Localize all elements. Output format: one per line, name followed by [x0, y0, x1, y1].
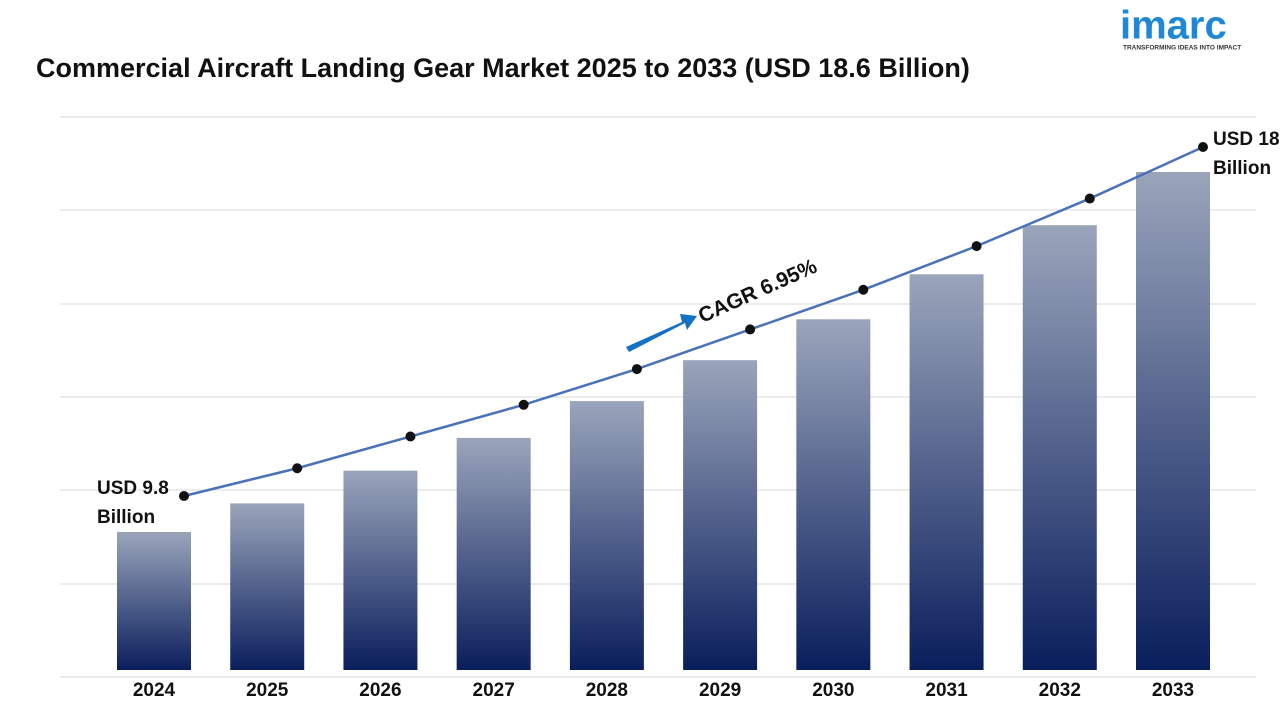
marker [631, 364, 642, 375]
bar [230, 503, 305, 670]
x-tick-label: 2027 [473, 680, 515, 701]
x-tick-label: 2031 [925, 680, 968, 701]
value-label: USD 9.8 Billion [97, 478, 169, 528]
bar [117, 532, 191, 670]
marker [405, 431, 416, 442]
x-tick-label: 2030 [812, 680, 854, 701]
marker [1084, 193, 1095, 204]
bar [909, 274, 984, 670]
bar [1022, 225, 1097, 670]
x-tick-label: 2032 [1039, 680, 1081, 701]
chart-title: Commercial Aircraft Landing Gear Market … [36, 53, 970, 83]
value-label: USD 18.6 Billion [1213, 129, 1280, 179]
trend-line [183, 145, 1204, 498]
bar [1136, 172, 1210, 670]
x-tick-label: 2029 [699, 680, 741, 701]
marker [1198, 142, 1208, 152]
cagr-label: CAGR 6.95% [695, 255, 821, 328]
bar [343, 470, 418, 670]
x-tick-label: 2025 [246, 680, 289, 701]
marker [518, 399, 529, 410]
logo-tagline: TRANSFORMING IDEAS INTO IMPACT [1123, 45, 1241, 52]
marker [745, 324, 756, 335]
cagr-arrow [626, 314, 697, 352]
bar [683, 360, 758, 670]
bar [569, 401, 644, 670]
x-tick-label: 2024 [133, 680, 176, 701]
marker [971, 241, 982, 252]
x-tick-label: 2028 [586, 680, 628, 701]
bar [456, 437, 531, 670]
bar [796, 319, 871, 670]
marker [858, 284, 869, 295]
marker [292, 463, 303, 474]
marker [179, 491, 189, 501]
logo: imarc [1120, 4, 1227, 48]
x-tick-label: 2026 [359, 680, 401, 701]
x-tick-label: 2033 [1152, 680, 1194, 701]
